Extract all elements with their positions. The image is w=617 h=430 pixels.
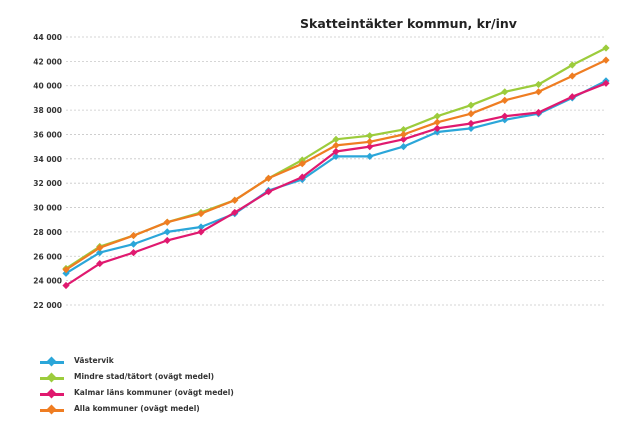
data-point <box>501 116 509 124</box>
data-point <box>129 249 138 257</box>
data-point <box>96 259 104 268</box>
data-point <box>163 236 171 245</box>
legend-item: Mindre stad/tätort (ovägt medel) <box>38 372 278 388</box>
data-point <box>602 79 610 87</box>
data-point <box>264 188 273 196</box>
data-point <box>568 72 576 80</box>
data-point <box>231 196 239 204</box>
y-tick-label: 44 000 <box>33 33 62 42</box>
data-point <box>129 240 138 248</box>
data-point <box>433 118 441 126</box>
legend-item: Kalmar läns kommuner (ovägt medel) <box>38 388 278 404</box>
y-tick-label: 38 000 <box>33 106 62 115</box>
data-point <box>96 249 104 257</box>
data-point <box>96 244 104 252</box>
y-axis-ticks: 22 000 24 000 26 000 28 000 30 000 32 000 34 0… <box>33 33 62 310</box>
y-tick-label: 24 000 <box>33 277 62 286</box>
data-point <box>399 125 408 134</box>
data-point <box>366 143 374 151</box>
data-point <box>197 223 205 231</box>
legend-label: Mindre stad/tätort (ovägt medel) <box>74 372 215 381</box>
data-point <box>366 138 374 146</box>
chart-title: Skatteintäkter kommun, kr/inv <box>300 16 517 31</box>
data-point <box>399 143 408 151</box>
data-point <box>467 119 475 128</box>
y-tick-label: 28 000 <box>33 228 62 237</box>
data-point <box>602 44 610 52</box>
data-point <box>197 228 205 236</box>
data-point <box>298 173 306 181</box>
legend: Västervik Mindre stad/tätort (ovägt medel… <box>38 356 278 420</box>
series-lines <box>62 44 610 290</box>
data-point <box>163 228 171 236</box>
data-point <box>433 124 441 132</box>
legend-marker-icon <box>46 388 57 399</box>
data-point <box>332 152 340 160</box>
y-tick-label: 32 000 <box>33 179 62 188</box>
data-point <box>298 160 306 168</box>
data-point <box>129 231 138 240</box>
series-line <box>65 82 607 287</box>
data-point <box>568 93 576 101</box>
data-point <box>534 108 543 117</box>
series-3 <box>62 56 610 274</box>
data-point <box>366 132 374 140</box>
legend-item: Alla kommuner (ovägt medel) <box>38 404 278 420</box>
series-2 <box>62 79 610 290</box>
y-tick-label: 36 000 <box>33 130 62 139</box>
data-point <box>467 110 475 118</box>
series-0 <box>62 77 610 277</box>
data-point <box>163 218 171 226</box>
data-point <box>568 61 576 69</box>
legend-item: Västervik <box>38 356 278 372</box>
data-point <box>332 141 340 150</box>
legend-label: Västervik <box>74 356 114 365</box>
data-point <box>332 147 340 156</box>
y-tick-label: 22 000 <box>33 301 62 310</box>
legend-marker-icon <box>46 404 57 415</box>
legend-label: Kalmar läns kommuner (ovägt medel) <box>74 388 234 397</box>
data-point <box>62 266 70 274</box>
data-point <box>501 112 509 120</box>
data-point <box>602 56 610 64</box>
data-point <box>197 210 205 218</box>
grid-lines <box>66 36 606 306</box>
data-point <box>534 88 543 96</box>
legend-label: Alla kommuner (ovägt medel) <box>74 404 200 413</box>
data-point <box>366 152 374 160</box>
data-point <box>264 174 273 182</box>
data-point <box>501 88 509 96</box>
data-point <box>62 281 70 290</box>
data-point <box>467 124 475 132</box>
y-tick-label: 42 000 <box>33 57 62 66</box>
data-point <box>231 208 239 217</box>
data-point <box>399 135 408 143</box>
data-point <box>467 101 475 109</box>
legend-marker-icon <box>46 356 57 367</box>
legend-marker-icon <box>46 372 57 383</box>
data-point <box>332 135 340 143</box>
y-tick-label: 26 000 <box>33 252 62 261</box>
data-point <box>501 96 509 104</box>
y-tick-label: 40 000 <box>33 82 62 91</box>
data-point <box>433 112 441 120</box>
y-tick-label: 34 000 <box>33 155 62 164</box>
data-point <box>433 128 441 136</box>
data-point <box>399 130 408 139</box>
data-point <box>62 269 70 277</box>
data-point <box>534 80 543 89</box>
y-tick-label: 30 000 <box>33 204 62 213</box>
